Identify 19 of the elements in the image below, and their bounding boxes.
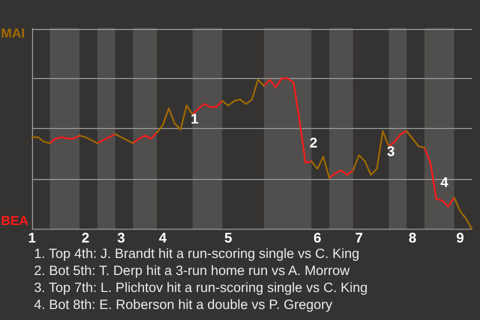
x-tick-label: 4	[158, 229, 167, 246]
x-tick-label: 1	[28, 229, 36, 246]
annotation: 4	[440, 174, 448, 190]
text: MAI	[1, 26, 25, 41]
annotation: 3	[386, 142, 395, 159]
x-tick-label: 2	[82, 229, 90, 246]
x-tick-label: 6	[314, 229, 322, 246]
text: 3. Top 7th: L. Plichtov hit a run-scoring single vs C. King	[34, 279, 369, 296]
text: BEA	[1, 212, 30, 228]
annotation: 2	[310, 134, 318, 151]
x-tick-label: 9	[456, 229, 464, 246]
text: 1. Top 4th: J. Brandt hit a run-scoring single vs C. King	[34, 245, 360, 262]
x-tick-label: 3	[117, 229, 126, 246]
x-tick-label: 7	[355, 229, 364, 246]
x-tick-label: 5	[224, 229, 232, 246]
text: 4. Bot 8th: E. Roberson hit a double vs P. Gregory	[34, 296, 334, 313]
annotation: 1	[190, 110, 199, 126]
text: 2. Bot 5th: T. Derp hit a 3-run home run vs A. Morrow	[34, 262, 351, 279]
x-tick-label: 8	[408, 229, 417, 246]
